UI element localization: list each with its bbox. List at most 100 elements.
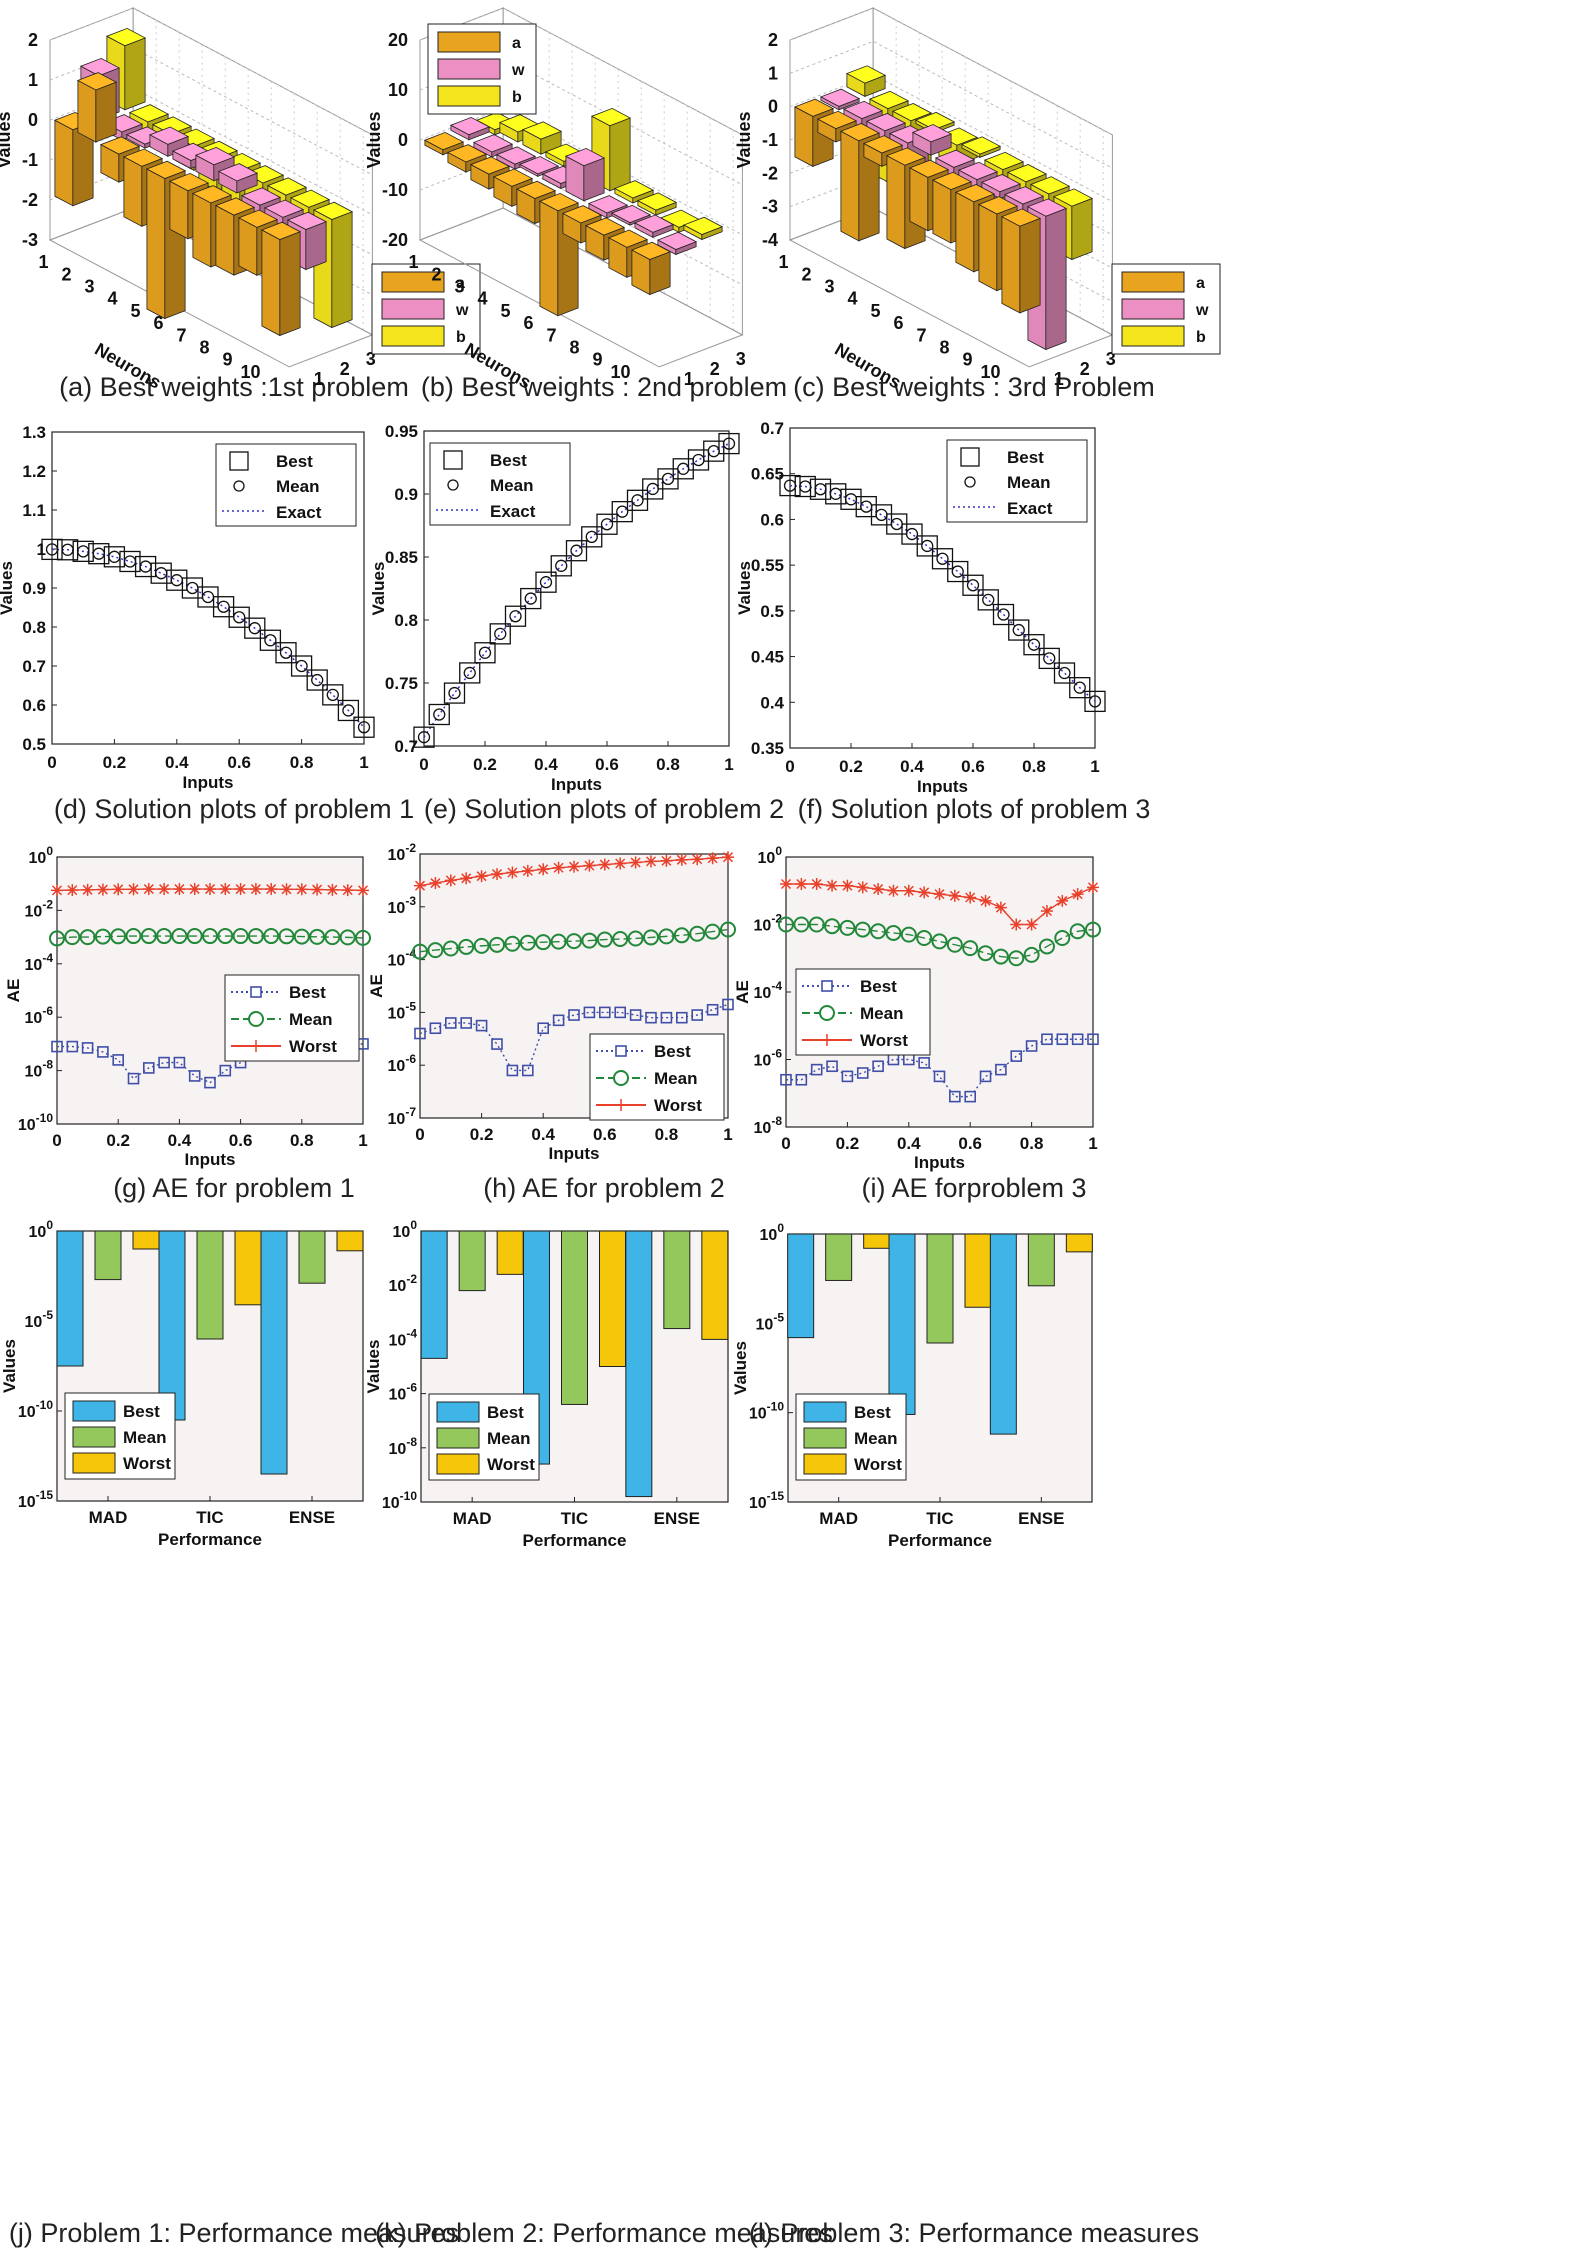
mean-marker xyxy=(278,928,295,945)
y-tick-label: 10-8 xyxy=(389,1435,418,1458)
legend-label-worst: Worst xyxy=(860,1031,908,1050)
x-tick-label: 0.8 xyxy=(1022,757,1046,776)
x-tick-label: MAD xyxy=(89,1508,128,1527)
worst-marker xyxy=(521,864,534,877)
best-marker xyxy=(992,603,1015,626)
bar-top xyxy=(1000,208,1042,227)
y-tick-label: 10-2 xyxy=(389,1272,418,1295)
bar-top xyxy=(564,147,606,167)
legend-swatch-a xyxy=(437,31,501,53)
x-tick-label: 0 xyxy=(52,1131,61,1150)
bar-side xyxy=(305,221,327,271)
bar-side xyxy=(609,117,631,192)
y-tick-label: 10-4 xyxy=(25,951,54,974)
legend-label-worst: Worst xyxy=(289,1037,337,1056)
best-marker xyxy=(703,440,725,462)
bar-best-ense xyxy=(989,1233,1017,1435)
mean-marker xyxy=(49,930,65,947)
mean-marker xyxy=(1038,938,1055,955)
best-marker xyxy=(565,540,588,562)
y-tick-label: 10-6 xyxy=(389,1381,418,1404)
caption-solution-3: (f) Solution plots of problem 3 xyxy=(798,794,1151,824)
bar-mean-ense xyxy=(298,1230,326,1284)
best-marker xyxy=(855,495,877,518)
best-marker xyxy=(552,1014,565,1027)
worst-marker xyxy=(568,860,580,873)
caption-perf-3: (l) Problem 3: Performance measures xyxy=(749,2218,1199,2248)
best-marker xyxy=(672,458,694,480)
mean-marker xyxy=(489,936,505,953)
mean-marker xyxy=(1054,930,1071,946)
mean-marker xyxy=(1012,623,1025,637)
x-tick-label: ENSE xyxy=(654,1509,700,1528)
worst-marker xyxy=(948,889,961,902)
y-tick-label: 10-10 xyxy=(749,1400,784,1423)
best-marker xyxy=(103,546,126,568)
worst-marker xyxy=(598,858,611,871)
mean-marker xyxy=(448,686,461,700)
bar-mean-mad xyxy=(458,1230,486,1292)
x-tick-label: 0 xyxy=(419,755,428,774)
legend-label-mean: Mean xyxy=(487,1429,530,1448)
worst-marker xyxy=(872,883,885,896)
bar-top xyxy=(260,221,302,240)
bar-side xyxy=(1045,207,1067,351)
best-marker xyxy=(949,1090,961,1103)
mean-marker xyxy=(555,559,568,572)
z-tick-label: -2 xyxy=(762,163,778,183)
bar-top xyxy=(960,136,1002,155)
param-tick-label: 3 xyxy=(736,349,746,369)
mean-marker xyxy=(854,921,871,938)
y-tick-label: 10-7 xyxy=(388,1105,417,1128)
z-tick-label: -2 xyxy=(22,190,38,210)
x-tick-label: 0.8 xyxy=(656,755,680,774)
mean-marker xyxy=(79,929,96,946)
bar-side xyxy=(1019,217,1041,314)
best-marker xyxy=(275,642,297,664)
x-tick-label: 1 xyxy=(1088,1134,1097,1153)
y-tick-label: 100 xyxy=(29,844,54,867)
best-marker xyxy=(795,1073,808,1086)
y-tick-label: 10-2 xyxy=(754,912,783,935)
x-axis-label: Inputs xyxy=(183,773,234,792)
best-marker xyxy=(916,535,938,557)
caption-perf-1: (j) Problem 1: Performance measures xyxy=(9,2218,459,2248)
bar3d-w xyxy=(194,146,236,182)
legend-swatch-b xyxy=(381,325,445,347)
y-tick-label: 10-5 xyxy=(388,999,417,1022)
y-tick-label: 0.35 xyxy=(751,739,784,758)
bar-top xyxy=(983,151,1025,171)
best-marker xyxy=(918,1057,930,1069)
worst-marker xyxy=(780,878,792,890)
worst-marker-stroke xyxy=(722,852,734,863)
mean-marker xyxy=(519,934,536,951)
mean-marker xyxy=(931,933,948,950)
bar-top xyxy=(934,149,976,168)
bar3d-w xyxy=(610,204,652,226)
y-tick-label: 10-15 xyxy=(749,1489,784,1512)
best-marker xyxy=(474,642,496,664)
worst-marker xyxy=(691,853,704,866)
legend-label-mean: Mean xyxy=(654,1069,697,1088)
legend-mean-marker xyxy=(819,1005,835,1021)
best-marker xyxy=(520,587,542,610)
bar-front xyxy=(238,217,258,277)
worst-marker-stroke xyxy=(857,882,868,893)
bar-best-mad xyxy=(420,1230,448,1359)
bar-top xyxy=(521,121,563,140)
best-marker xyxy=(1010,1050,1023,1062)
worst-marker-stroke xyxy=(661,855,672,866)
bar-front xyxy=(123,156,143,228)
legend-label-best: Best xyxy=(487,1403,524,1422)
best-marker xyxy=(143,1062,155,1074)
worst-marker xyxy=(856,881,869,894)
z-tick-label: 0 xyxy=(28,110,38,130)
bar3d-a xyxy=(793,98,835,168)
best-marker xyxy=(88,543,110,565)
legend-label-worst: Worst xyxy=(123,1454,171,1473)
mean-marker xyxy=(900,926,917,943)
bar-top xyxy=(610,204,652,224)
x-tick-label: 0.2 xyxy=(470,1125,494,1144)
worst-marker xyxy=(506,866,519,879)
